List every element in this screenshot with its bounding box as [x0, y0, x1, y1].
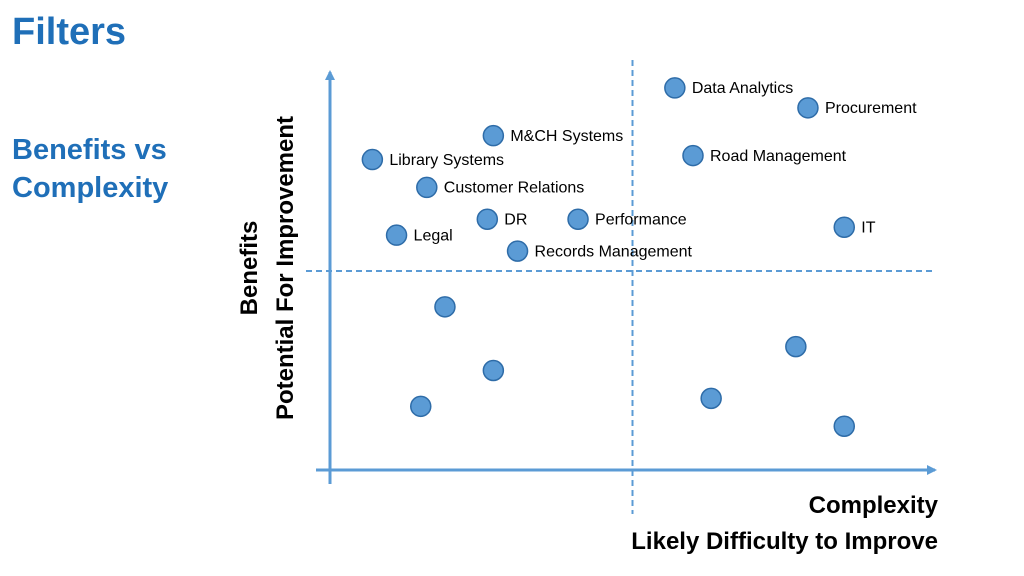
- data-point: [434, 296, 456, 318]
- y-axis-title-line-2: Potential For Improvement: [272, 115, 299, 421]
- data-point-label: Road Management: [710, 148, 847, 165]
- data-point: [567, 208, 589, 231]
- data-point: [476, 208, 499, 231]
- data-point: [416, 176, 438, 199]
- data-point: [785, 335, 807, 358]
- data-point: [385, 224, 408, 246]
- x-axis-title-line-1: Complexity: [808, 492, 938, 519]
- subtitle-line-2: Complexity: [12, 171, 169, 204]
- data-point: [700, 387, 722, 410]
- slide-title: Filters: [12, 11, 127, 53]
- data-point: [682, 144, 704, 167]
- x-axis-title-line-2: Likely Difficulty to Improve: [631, 528, 938, 555]
- x-axis-title: Complexity Likely Difficulty to Improve: [631, 488, 938, 560]
- data-point-label: Performance: [595, 211, 687, 228]
- data-point: [833, 216, 855, 238]
- data-point: [664, 77, 686, 99]
- data-point: [361, 148, 384, 171]
- data-point-label: Legal: [414, 227, 453, 244]
- slide-subtitle: Benefits vs Complexity: [12, 132, 232, 207]
- data-point: [410, 395, 432, 418]
- data-point-label: IT: [861, 219, 875, 236]
- data-point-label: DR: [504, 211, 527, 228]
- data-point-label: Library Systems: [389, 152, 504, 169]
- data-point: [482, 359, 505, 382]
- data-point-label: Data Analytics: [692, 80, 793, 97]
- data-point: [833, 415, 855, 437]
- data-point: [482, 124, 505, 147]
- data-point: [797, 97, 819, 119]
- y-axis-title-line-1: Benefits: [236, 220, 263, 316]
- data-point-label: Procurement: [825, 100, 917, 117]
- data-point: [506, 240, 529, 262]
- data-point-label: M&CH Systems: [510, 128, 623, 145]
- data-point-label: Records Management: [535, 243, 693, 260]
- data-point-label: Customer Relations: [444, 180, 585, 197]
- subtitle-line-1: Benefits vs: [12, 134, 167, 166]
